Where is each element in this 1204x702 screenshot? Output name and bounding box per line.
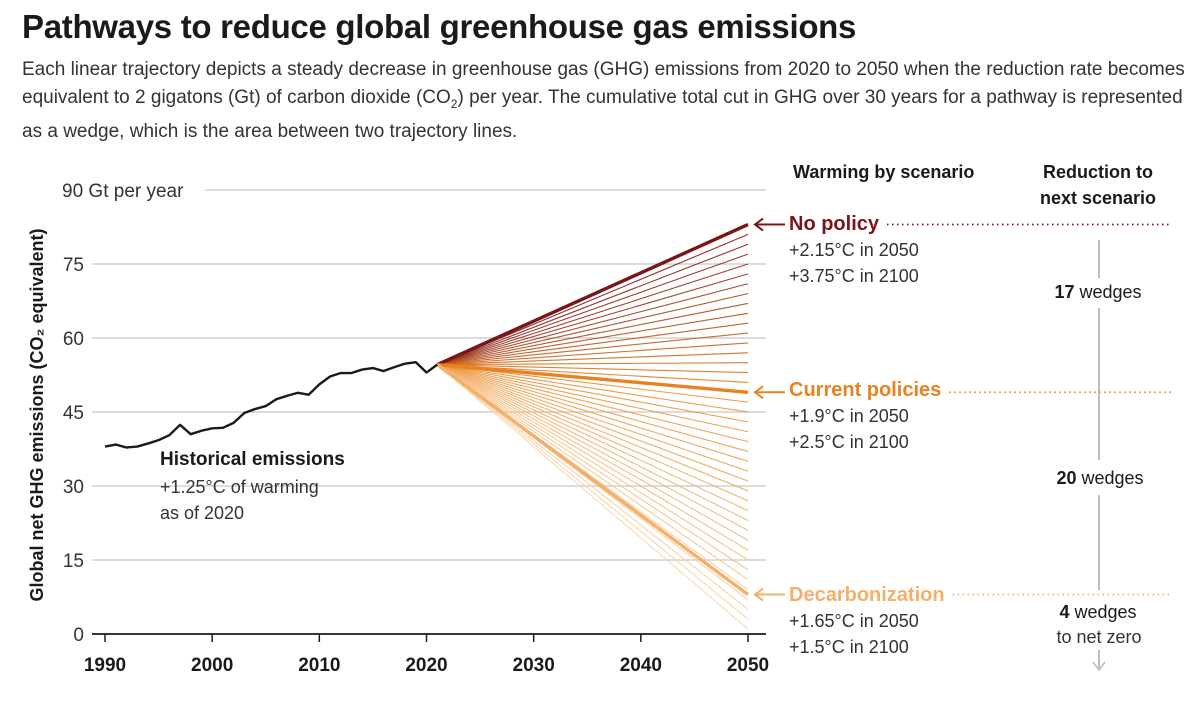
- current-policies-arrow-icon: [753, 385, 764, 400]
- pathway-line: [437, 322, 749, 366]
- reduction-header-line1: Reduction to: [1043, 162, 1153, 182]
- current-policies-warming-2050: +1.9°C in 2050: [789, 406, 909, 426]
- historical-warming-line2: as of 2020: [160, 503, 244, 523]
- pathway-line: [437, 364, 749, 492]
- y-tick-label: 0: [73, 625, 84, 646]
- pathway-line: [437, 362, 749, 366]
- subtitle-part-1: Each linear trajectory depicts a steady …: [22, 59, 1185, 108]
- y-tick-label: 15: [63, 551, 84, 572]
- historical-warming-line1: +1.25°C of warming: [160, 477, 319, 497]
- pathway-line: [437, 293, 749, 366]
- pathway-line: [437, 352, 749, 366]
- x-tick-label: 2050: [727, 655, 769, 676]
- reduction-header-line2: next scenario: [1040, 188, 1156, 208]
- historical-line: [104, 360, 438, 449]
- pathway-lines: [436, 222, 750, 630]
- chart-subtitle: Each linear trajectory depicts a steady …: [22, 56, 1192, 146]
- wedges-label-2: 20 wedges: [1056, 468, 1143, 488]
- wedges-count-1: 17: [1054, 282, 1074, 302]
- pathway-line: [437, 364, 749, 443]
- wedges-unit-3: wedges: [1069, 602, 1136, 622]
- wedges-label-3: 4 wedges: [1059, 602, 1136, 622]
- pathway-line: [437, 243, 749, 366]
- pathway-line: [437, 364, 749, 482]
- wedges-unit-2: wedges: [1076, 468, 1143, 488]
- pathway-line: [437, 302, 749, 366]
- pathway-line: [436, 364, 749, 561]
- historical-series: [104, 360, 438, 449]
- x-tick-label: 2020: [405, 655, 447, 676]
- y-axis-label: Global net GHG emissions (CO₂ equivalent…: [27, 228, 47, 601]
- pathway-line: [437, 364, 749, 413]
- pathway-line: [436, 364, 749, 512]
- current-policies-trajectory: [437, 362, 749, 394]
- wedges-count-3: 4: [1059, 602, 1069, 622]
- pathway-line: [437, 364, 749, 472]
- no-policy-warming-2050: +2.15°C in 2050: [789, 240, 919, 260]
- pathway-line: [437, 342, 749, 366]
- pathway-line: [437, 364, 749, 462]
- pathway-line: [436, 364, 749, 502]
- current-policies-label: Current policies: [789, 379, 941, 401]
- pathway-line: [437, 273, 749, 366]
- pathway-line: [436, 364, 749, 541]
- x-tick-labels: 1990 2000 2010 2020 2030 2040 2050: [84, 634, 769, 676]
- wedges-count-2: 20: [1056, 468, 1076, 488]
- decarbonization-warming-2100: +1.5°C in 2100: [789, 637, 909, 657]
- scenario-labels: No policy +2.15°C in 2050 +3.75°C in 2100 C…: [753, 213, 1172, 657]
- no-policy-arrow-icon: [753, 217, 764, 232]
- decarbonization-trajectory: [436, 363, 750, 596]
- y-tick-label: 60: [63, 329, 84, 350]
- decarbonization-arrow-icon: [753, 587, 764, 602]
- pathway-line: [436, 364, 749, 630]
- wedges-label-3-line2: to net zero: [1056, 627, 1141, 647]
- no-policy-trajectory: [436, 222, 749, 367]
- pathway-line: [437, 364, 749, 452]
- decarbonization-warming-2050: +1.65°C in 2050: [789, 611, 919, 631]
- pathway-line: [437, 312, 749, 366]
- y-tick-label: 45: [63, 403, 84, 424]
- pathway-line: [437, 283, 749, 366]
- no-policy-label: No policy: [789, 213, 880, 235]
- pathway-line: [437, 364, 749, 374]
- pathway-line: [436, 364, 749, 522]
- reduction-arrow-down-icon: [1092, 661, 1106, 672]
- x-tick-label: 2000: [191, 655, 233, 676]
- current-policies-warming-2100: +2.5°C in 2100: [789, 432, 909, 452]
- pathway-line: [436, 364, 749, 610]
- subtitle-part-2: ) per year. The cumulative total cut in …: [22, 87, 1183, 142]
- wedges-unit-1: wedges: [1074, 282, 1141, 302]
- y-tick-label: 90 Gt per year: [62, 181, 184, 202]
- decarbonization-label: Decarbonization: [789, 584, 945, 606]
- pathway-line: [436, 364, 749, 581]
- pathway-line: [437, 364, 749, 433]
- grid-layer: [92, 189, 766, 635]
- y-tick-label: 30: [63, 477, 84, 498]
- chart-title: Pathways to reduce global greenhouse gas…: [22, 8, 857, 45]
- y-tick-labels: 90 Gt per year 75 60 45 30 15 0: [62, 181, 184, 646]
- pathway-line: [436, 364, 749, 551]
- pathway-line: [437, 332, 749, 366]
- x-tick-label: 2030: [513, 655, 555, 676]
- pathway-line: [436, 364, 749, 620]
- pathway-line: [436, 364, 749, 571]
- no-policy-warming-2100: +3.75°C in 2100: [789, 266, 919, 286]
- x-tick-label: 1990: [84, 655, 126, 676]
- x-tick-label: 2010: [298, 655, 340, 676]
- pathway-line: [436, 364, 749, 531]
- pathway-line: [437, 364, 749, 423]
- historical-title: Historical emissions: [160, 449, 345, 470]
- warming-header: Warming by scenario: [793, 162, 974, 182]
- wedges-label-1: 17 wedges: [1054, 282, 1141, 302]
- pathway-line: [437, 263, 749, 366]
- y-tick-label: 75: [63, 255, 84, 276]
- x-tick-label: 2040: [620, 655, 662, 676]
- subtitle-subscript: 2: [450, 96, 458, 111]
- pathway-line: [437, 253, 749, 366]
